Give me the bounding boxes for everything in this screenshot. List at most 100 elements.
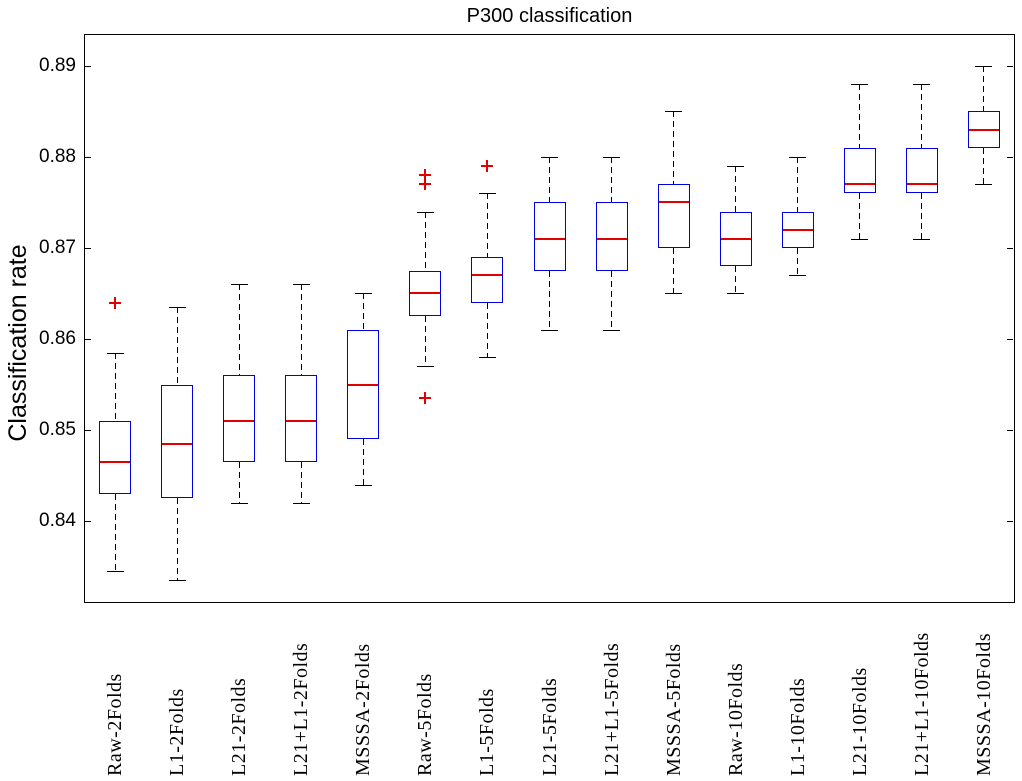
median-line: [782, 228, 813, 231]
y-axis-tick-right: [1007, 521, 1013, 522]
x-category-label: MSSSA-10Folds: [972, 632, 995, 776]
lower-whisker: [549, 270, 550, 330]
lower-whisker-cap: [230, 502, 248, 504]
box-body: [223, 375, 256, 462]
upper-whisker-cap: [168, 307, 186, 309]
median-line: [844, 183, 875, 186]
upper-whisker: [921, 84, 923, 148]
lower-whisker-cap: [665, 293, 683, 295]
upper-whisker-cap: [416, 211, 434, 213]
median-line: [906, 183, 937, 186]
lower-whisker-cap: [354, 484, 372, 486]
outlier-marker: [419, 169, 432, 182]
lower-whisker: [611, 270, 613, 330]
y-tick-label: 0.84: [39, 510, 76, 531]
lower-whisker: [859, 193, 861, 239]
y-axis-tick-right: [1007, 157, 1013, 158]
lower-whisker: [486, 302, 488, 358]
median-line: [968, 128, 999, 131]
upper-whisker-cap: [354, 293, 372, 295]
y-tick-label: 0.87: [39, 237, 76, 258]
box-body: [595, 202, 628, 271]
y-axis-tick-left: [85, 157, 91, 158]
x-category-label: Raw-5Folds: [414, 673, 437, 776]
median-line: [720, 237, 751, 240]
lower-whisker-cap: [603, 329, 621, 331]
outlier-marker: [109, 296, 122, 309]
lower-whisker-cap: [541, 329, 558, 331]
upper-whisker-cap: [603, 156, 621, 158]
upper-whisker-cap: [106, 352, 124, 354]
lower-whisker-cap: [292, 502, 310, 504]
y-tick-label: 0.85: [39, 419, 76, 440]
lower-whisker-cap: [168, 580, 186, 582]
upper-whisker-cap: [975, 65, 993, 67]
y-axis-tick-right: [1007, 248, 1013, 249]
upper-whisker: [238, 284, 240, 376]
y-tick-label: 0.89: [39, 55, 76, 76]
outlier-marker: [419, 392, 432, 405]
lower-whisker: [735, 266, 737, 294]
x-category-label: L1-10Folds: [786, 677, 809, 776]
median-line: [534, 237, 565, 240]
x-category-label: Raw-10Folds: [724, 662, 747, 776]
y-tick-label: 0.88: [39, 146, 76, 167]
outlier-marker: [419, 178, 432, 191]
upper-whisker-cap: [727, 166, 745, 167]
upper-whisker-cap: [913, 84, 931, 86]
y-axis-tick-right: [1007, 430, 1013, 431]
box-body: [99, 420, 132, 494]
x-category-label: MSSSA-5Folds: [662, 643, 685, 776]
lower-whisker-cap: [416, 366, 434, 368]
upper-whisker-cap: [789, 156, 807, 158]
lower-whisker: [921, 193, 923, 239]
lower-whisker-cap: [727, 293, 745, 295]
box-body: [471, 257, 504, 303]
upper-whisker: [300, 284, 302, 376]
x-category-label: L21-10Folds: [848, 667, 871, 776]
lower-whisker-cap: [913, 238, 931, 240]
outlier-marker: [481, 160, 494, 172]
median-line: [162, 442, 193, 445]
lower-whisker: [300, 461, 302, 503]
lower-whisker-cap: [789, 275, 807, 277]
y-axis-tick-left: [85, 339, 91, 340]
upper-whisker-cap: [292, 284, 310, 286]
lower-whisker-cap: [975, 184, 993, 186]
upper-whisker-cap: [665, 111, 683, 113]
x-category-label: Raw-2Folds: [104, 673, 127, 776]
lower-whisker-cap: [851, 238, 869, 240]
x-category-label: L21+L1-2Folds: [290, 642, 313, 776]
y-axis-tick-left: [85, 521, 91, 522]
x-category-label: L21+L1-5Folds: [600, 642, 623, 776]
lower-whisker: [673, 247, 675, 294]
upper-whisker: [673, 111, 675, 185]
y-axis-tick-right: [1007, 66, 1013, 67]
median-line: [286, 419, 317, 422]
y-axis-tick-left: [85, 430, 91, 431]
upper-whisker: [114, 352, 116, 421]
x-category-label: L1-5Folds: [476, 688, 499, 776]
upper-whisker: [424, 211, 426, 271]
upper-whisker-cap: [851, 84, 869, 86]
upper-whisker: [362, 293, 364, 330]
x-category-label: L21-2Folds: [228, 677, 251, 776]
upper-whisker-cap: [478, 193, 496, 195]
upper-whisker: [735, 166, 737, 212]
x-category-label: L21+L1-10Folds: [910, 632, 933, 776]
lower-whisker: [238, 461, 240, 503]
lower-whisker: [114, 493, 116, 572]
chart-title: P300 classification: [466, 5, 633, 27]
upper-whisker-cap: [230, 284, 248, 286]
median-line: [224, 419, 255, 422]
y-tick-label: 0.86: [39, 328, 76, 349]
median-line: [596, 237, 627, 240]
x-category-label: MSSSA-2Folds: [352, 643, 375, 776]
y-axis-tick-right: [1007, 339, 1013, 340]
box-body: [285, 375, 318, 462]
upper-whisker: [983, 65, 985, 112]
upper-whisker: [611, 156, 613, 203]
median-line: [472, 274, 503, 277]
y-axis-tick-left: [85, 248, 91, 249]
